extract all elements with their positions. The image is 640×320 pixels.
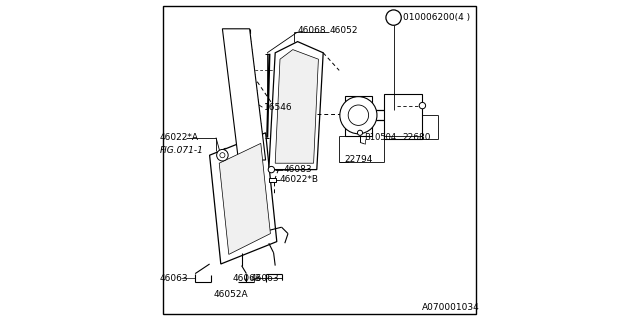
- Text: B10504: B10504: [364, 133, 396, 142]
- Text: 46068: 46068: [298, 26, 326, 35]
- Text: 46083: 46083: [283, 165, 312, 174]
- Circle shape: [220, 153, 225, 158]
- Polygon shape: [269, 42, 323, 170]
- Text: 46052: 46052: [330, 26, 358, 35]
- Bar: [384, 94, 422, 139]
- Text: 16546: 16546: [264, 103, 292, 112]
- Bar: [269, 178, 276, 182]
- Text: FIG.071-1: FIG.071-1: [160, 146, 204, 155]
- Circle shape: [216, 149, 228, 161]
- Text: 22680: 22680: [402, 133, 431, 142]
- Text: 010006200(4 ): 010006200(4 ): [403, 13, 470, 22]
- Circle shape: [268, 166, 275, 173]
- Circle shape: [348, 105, 369, 125]
- Polygon shape: [275, 50, 319, 163]
- Circle shape: [357, 130, 362, 135]
- Text: 46063: 46063: [233, 274, 262, 283]
- Text: B: B: [390, 12, 397, 23]
- Text: A070001034: A070001034: [422, 303, 480, 312]
- Circle shape: [386, 10, 401, 25]
- Polygon shape: [219, 143, 270, 254]
- Text: 46022*A: 46022*A: [160, 133, 199, 142]
- Text: 46052A: 46052A: [214, 290, 248, 299]
- Bar: [345, 96, 372, 136]
- Polygon shape: [223, 29, 266, 160]
- Text: 46022*B: 46022*B: [280, 175, 319, 184]
- Circle shape: [340, 97, 377, 134]
- Polygon shape: [210, 133, 277, 264]
- Circle shape: [419, 102, 426, 109]
- Text: 22794: 22794: [344, 156, 372, 164]
- Text: 46063: 46063: [160, 274, 189, 283]
- Text: 46063: 46063: [251, 274, 279, 283]
